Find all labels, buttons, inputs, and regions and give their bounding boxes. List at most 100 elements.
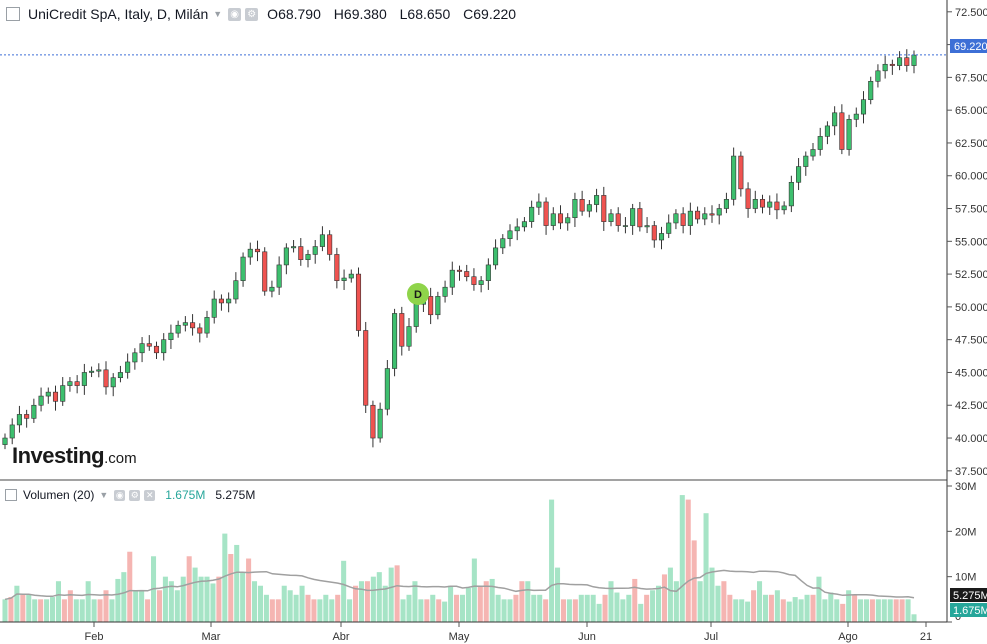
candle [680, 207, 686, 234]
volume-bar [252, 581, 258, 622]
candle [96, 363, 102, 378]
chevron-down-icon[interactable]: ▼ [99, 490, 109, 500]
volume-bar [863, 599, 869, 622]
candle [298, 238, 304, 266]
volume-bar [905, 599, 911, 622]
candle [16, 405, 22, 433]
candle [471, 268, 477, 291]
candle [514, 218, 520, 241]
event-marker[interactable]: D [407, 283, 429, 305]
volume-bar [26, 594, 32, 622]
volume-bar [234, 544, 240, 622]
candle [269, 280, 275, 298]
candle [557, 205, 564, 230]
candle [608, 209, 614, 227]
candle [832, 106, 838, 136]
volume-bar [745, 601, 751, 622]
volume-bar [61, 599, 67, 622]
gear-icon[interactable]: ⚙ [245, 7, 259, 21]
volume-bar [869, 599, 875, 622]
candle [882, 55, 888, 79]
candle [759, 194, 766, 214]
symbol-title[interactable]: UniCredit SpA, Italy, D, Milán [28, 6, 209, 22]
volume-bar [216, 576, 222, 622]
candle [254, 240, 261, 262]
volume-bar [50, 597, 56, 622]
volume-bar [887, 599, 893, 622]
volume-value-2: 5.275M [215, 488, 256, 502]
candle [586, 200, 592, 218]
volume-bar [376, 572, 382, 622]
candle [464, 264, 470, 282]
volume-bar [287, 590, 293, 622]
eye-icon[interactable]: ◉ [114, 489, 126, 501]
candle [601, 186, 607, 231]
volume-bar [489, 578, 495, 622]
candle [824, 121, 830, 145]
volume-bar [602, 594, 608, 622]
volume-bar [38, 599, 44, 622]
volume-bar [762, 594, 768, 622]
candle [348, 269, 354, 283]
volume-bar [638, 603, 644, 622]
candle [168, 324, 174, 349]
eye-icon[interactable]: ◉ [228, 7, 242, 21]
volume-bar [721, 581, 727, 622]
volume-bar [513, 594, 519, 622]
symbol-checkbox[interactable] [6, 7, 20, 21]
volume-bar [44, 599, 50, 622]
volume-bar [454, 594, 460, 622]
candle [839, 104, 845, 155]
volume-moving-average-line [4, 569, 915, 601]
price-axis: 37.500 40.000 42.500 45.000 47.500 50.000 52.5… [947, 7, 987, 478]
volume-bar [317, 599, 323, 622]
price-tick-label: 72.500 [955, 7, 987, 19]
volume-bar [67, 590, 73, 622]
volume-checkbox[interactable] [5, 489, 17, 501]
volume-bar [483, 581, 489, 622]
volume-bar [757, 581, 763, 622]
candle [399, 306, 405, 356]
volume-bar [471, 558, 477, 622]
candle [276, 256, 282, 295]
candle [493, 239, 499, 270]
candle [52, 385, 59, 411]
volume-bar [697, 581, 703, 622]
candle [897, 51, 903, 71]
volume-bar [584, 594, 590, 622]
volume-bar [798, 599, 804, 622]
volume-bar [822, 599, 828, 622]
candle [384, 360, 390, 416]
price-tick-label: 55.000 [955, 236, 987, 248]
candle [355, 267, 362, 337]
volume-bar [751, 590, 757, 622]
time-tick-label: Mar [202, 631, 221, 643]
volume-title[interactable]: Volumen (20) [23, 488, 95, 502]
volume-bar [656, 585, 662, 622]
gear-icon[interactable]: ⚙ [129, 489, 141, 501]
volume-bar [436, 599, 442, 622]
close-icon[interactable]: ✕ [144, 489, 156, 501]
volume-bars [2, 495, 917, 622]
candle [182, 316, 188, 332]
volume-bar [329, 599, 335, 622]
candle [31, 398, 37, 423]
volume-bar [792, 597, 798, 622]
candle [74, 375, 80, 394]
volume-bar [32, 599, 38, 622]
time-tick-label: Jul [704, 631, 718, 643]
volume-tick-label: 20M [955, 526, 976, 538]
volume-bar [614, 592, 620, 622]
volume-bar [430, 594, 436, 622]
candle [67, 377, 73, 392]
chevron-down-icon[interactable]: ▼ [213, 9, 223, 19]
price-candles [2, 49, 917, 450]
volume-bar [459, 594, 465, 622]
time-axis: Feb Mar Abr May Jun Jul Ago 21 [85, 622, 932, 643]
volume-bar [174, 590, 180, 622]
volume-bar [133, 590, 139, 622]
price-tick-label: 67.500 [955, 72, 987, 84]
candle [190, 314, 196, 336]
volume-bar [715, 585, 721, 622]
